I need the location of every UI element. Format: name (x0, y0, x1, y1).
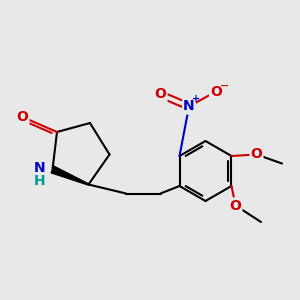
Text: O: O (210, 85, 222, 98)
Text: N: N (34, 161, 46, 175)
Text: O: O (16, 110, 28, 124)
Text: −: − (220, 80, 229, 91)
Text: O: O (154, 88, 166, 101)
Text: O: O (230, 199, 242, 212)
Text: H: H (34, 174, 46, 188)
Text: +: + (191, 94, 200, 104)
Text: O: O (250, 148, 262, 161)
Polygon shape (51, 166, 89, 185)
Text: N: N (183, 100, 195, 113)
